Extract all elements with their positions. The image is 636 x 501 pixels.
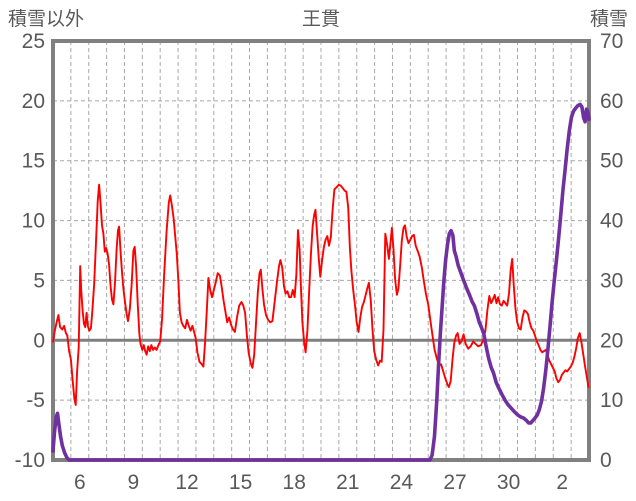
left-axis-tick-label: 20 bbox=[22, 90, 45, 113]
temperature-line bbox=[52, 183, 590, 406]
x-axis-tick-label: 9 bbox=[128, 471, 140, 494]
left-axis-tick-label: 15 bbox=[22, 150, 45, 173]
right-axis-tick-label: 70 bbox=[600, 30, 623, 53]
x-axis-tick-label: 12 bbox=[175, 471, 198, 494]
left-axis-title: 積雪以外 bbox=[8, 8, 84, 30]
right-axis-tick-label: 10 bbox=[600, 389, 623, 412]
right-axis-tick-label: 30 bbox=[600, 269, 623, 292]
right-axis-tick-label: 40 bbox=[600, 210, 623, 233]
right-axis-tick-label: 20 bbox=[600, 329, 623, 352]
left-axis-tick-label: -10 bbox=[15, 449, 45, 472]
x-axis-tick-label: 30 bbox=[497, 471, 520, 494]
left-axis-tick-label: 0 bbox=[33, 329, 45, 352]
x-axis-tick-label: 27 bbox=[443, 471, 466, 494]
left-axis-tick-label: -5 bbox=[26, 389, 45, 412]
x-axis-tick-label: 2 bbox=[556, 471, 568, 494]
right-axis-title: 積雪 bbox=[590, 8, 628, 30]
x-axis-tick-label: 18 bbox=[283, 471, 306, 494]
x-axis-tick-label: 24 bbox=[390, 471, 414, 494]
right-axis-tick-label: 60 bbox=[600, 90, 623, 113]
right-axis-tick-label: 50 bbox=[600, 150, 623, 173]
snow-depth-line bbox=[51, 102, 591, 462]
left-axis-tick-label: 5 bbox=[33, 269, 45, 292]
left-axis-tick-label: 25 bbox=[22, 30, 45, 53]
x-axis-tick-label: 15 bbox=[229, 471, 252, 494]
chart-title: 王貫 bbox=[302, 9, 340, 30]
right-axis-tick-label: 0 bbox=[600, 449, 612, 472]
x-axis-tick-label: 6 bbox=[74, 471, 86, 494]
left-axis-tick-label: 10 bbox=[22, 210, 45, 233]
x-axis-tick-label: 21 bbox=[336, 471, 359, 494]
